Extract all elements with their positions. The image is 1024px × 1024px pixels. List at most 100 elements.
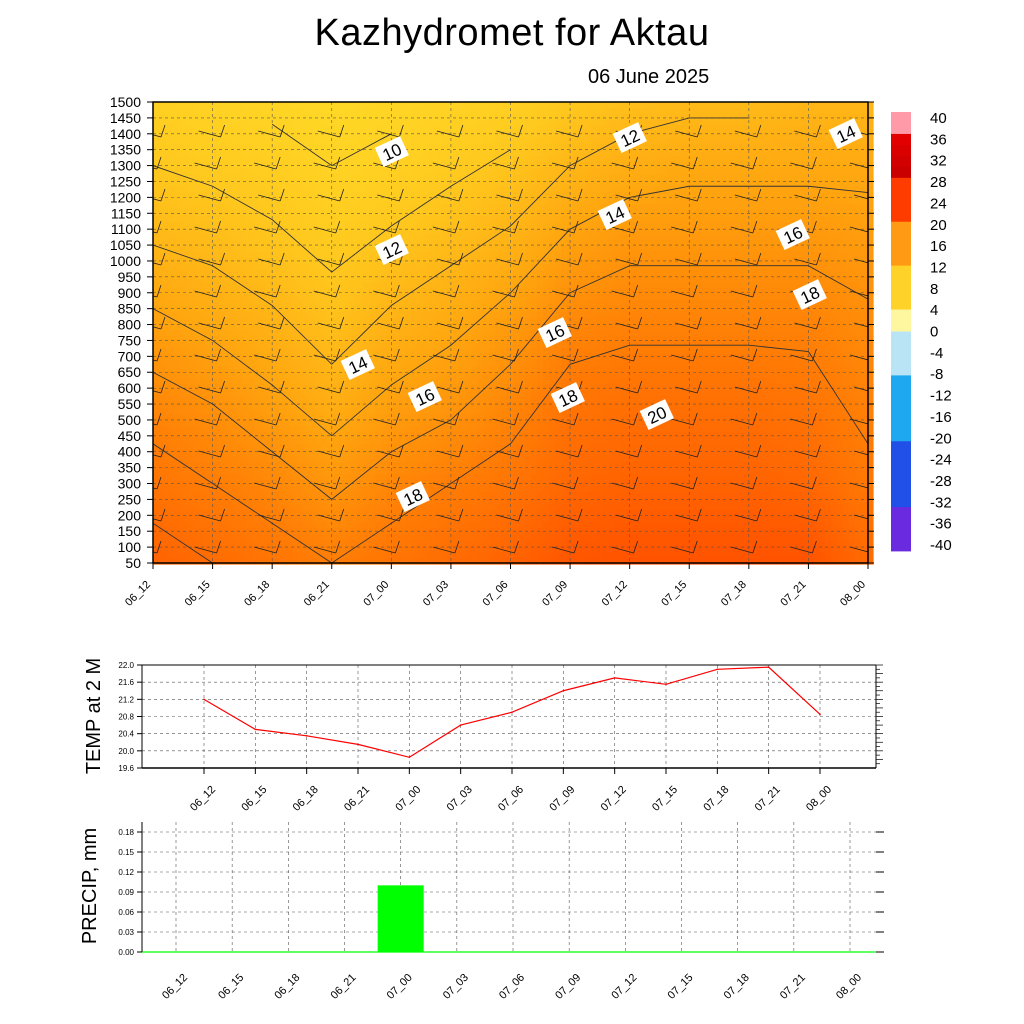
colorbar-label: 40 (930, 110, 947, 127)
temp-point (203, 698, 205, 701)
wind-barb (551, 290, 575, 298)
colorbar-bin (891, 199, 911, 212)
wind-barb-flag (812, 412, 817, 426)
wind-barb-flag (458, 380, 464, 394)
y-tick-label: 600 (118, 380, 142, 396)
x-tick-label: 07_18 (719, 579, 749, 609)
wind-barb (254, 226, 277, 234)
wind-barb (849, 354, 868, 361)
wind-barb-flag (275, 348, 281, 362)
wind-barb-flag (220, 316, 225, 330)
wind-barb-flag (339, 444, 345, 458)
wind-barb (492, 290, 515, 298)
wind-barb (432, 290, 456, 298)
wind-barb (432, 418, 456, 426)
wind-barb-flag (335, 476, 341, 490)
x-tick-label: 07_06 (481, 579, 511, 609)
precip-x-tick-label: 07_15 (666, 972, 696, 1002)
wind-barb-flag (692, 284, 698, 298)
wind-barb (492, 482, 515, 490)
wind-barb-flag (573, 156, 579, 170)
wind-barb (671, 162, 694, 170)
colorbar-bin (891, 331, 911, 343)
precip-bar (377, 885, 424, 952)
temp-x-tick-label: 07_15 (650, 784, 680, 814)
wind-barb-flag (279, 508, 285, 522)
colorbar-label: -32 (930, 494, 952, 511)
wind-barb (734, 514, 757, 522)
wind-barb-flag (637, 444, 643, 458)
wind-barb-flag (394, 348, 400, 362)
x-tick-label: 06_12 (123, 579, 153, 609)
wind-barb (254, 354, 277, 362)
wind-barb (853, 194, 868, 200)
wind-barb-flag (458, 124, 464, 138)
wind-barb (611, 482, 634, 490)
wind-barb-flag (454, 412, 460, 426)
wind-barb (849, 546, 868, 553)
wind-barb-flag (275, 412, 281, 426)
wind-barb (194, 354, 217, 362)
contour-label: 20 (639, 399, 674, 430)
wind-barb-flag (573, 284, 579, 298)
wind-barb (194, 162, 217, 170)
wind-barb-flag (160, 188, 166, 202)
wind-barb (734, 322, 757, 330)
wind-barb-flag (518, 508, 523, 522)
wind-barb-flag (692, 348, 698, 362)
temp-y-tick-label: 22.0 (118, 661, 134, 670)
x-tick-label: 06_15 (183, 579, 213, 609)
wind-barb-flag (160, 444, 166, 458)
wind-barb (615, 258, 638, 266)
wind-barb (611, 226, 634, 234)
wind-barb (317, 386, 340, 394)
wind-barb (194, 226, 217, 234)
precip-x-tick-label: 07_18 (722, 972, 752, 1002)
wind-barbs (153, 124, 880, 554)
wind-barb-flag (637, 188, 643, 202)
wind-barb-flag (275, 156, 281, 170)
wind-barb-flag (156, 412, 162, 426)
wind-barb-flag (160, 316, 166, 330)
wind-barb-flag (335, 348, 341, 362)
wind-barb-flag (279, 316, 285, 330)
contour-label: 10 (374, 136, 409, 167)
wind-barb (377, 322, 400, 330)
colorbar-label: 28 (930, 174, 947, 191)
wind-barb (377, 130, 400, 138)
wind-barb-flag (156, 284, 162, 298)
wind-barb (790, 418, 813, 426)
wind-barb-flag (577, 444, 583, 458)
wind-barb-flag (752, 412, 758, 426)
temp-y-tick-label: 21.6 (118, 678, 134, 687)
wind-barb-flag (160, 124, 166, 138)
wind-barb (496, 258, 519, 266)
y-tick-label: 800 (118, 317, 142, 333)
wind-barb (432, 226, 456, 234)
wind-barb-flag (518, 444, 523, 458)
wind-barb (198, 514, 221, 522)
x-tick-label: 06_18 (242, 579, 272, 609)
wind-barb-flag (216, 220, 221, 234)
wind-barb-flag (633, 476, 639, 490)
wind-barb (849, 482, 868, 489)
colorbar-bin (891, 243, 911, 256)
precip-axis-label: PRECIP, mm (79, 828, 101, 944)
wind-barb-flag (398, 188, 404, 202)
wind-barb-flag (394, 540, 400, 554)
wind-barb (496, 450, 519, 458)
wind-barb-flag (398, 380, 404, 394)
wind-barb-flag (633, 540, 639, 554)
wind-barb-flag (454, 284, 460, 298)
wind-barb-flag (876, 445, 880, 457)
wind-barb (555, 450, 579, 458)
wind-barb (377, 386, 400, 394)
colorbar-label: 20 (930, 217, 947, 234)
wind-barb (373, 482, 396, 490)
precip-y-tick-label: 0.15 (118, 848, 134, 857)
wind-barb (194, 290, 217, 298)
wind-barb-flag (454, 476, 460, 490)
wind-barb (794, 322, 817, 330)
wind-barb-flag (633, 284, 639, 298)
colorbar-bin (891, 287, 911, 299)
